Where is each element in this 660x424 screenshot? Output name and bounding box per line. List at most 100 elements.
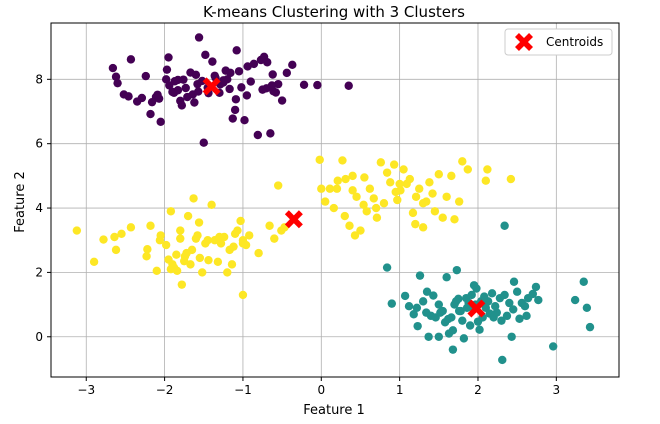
data-point xyxy=(190,98,199,107)
data-point xyxy=(277,96,287,105)
data-point xyxy=(512,287,522,296)
data-point xyxy=(237,83,246,92)
y-tick-label: 2 xyxy=(35,265,43,279)
data-point xyxy=(187,245,197,255)
data-point xyxy=(181,83,190,93)
data-point xyxy=(194,218,204,227)
data-point xyxy=(585,322,595,332)
data-point xyxy=(411,192,421,201)
axis-ticks: −3 −2 −1 0 1 2 3 0 2 4 6 8 xyxy=(35,72,560,397)
data-point xyxy=(389,160,399,169)
data-point xyxy=(462,303,472,313)
data-point xyxy=(166,207,176,216)
data-point xyxy=(362,207,371,216)
x-tick-label: 3 xyxy=(553,383,561,397)
data-point xyxy=(376,158,386,167)
data-point xyxy=(348,171,357,181)
data-point xyxy=(183,92,192,102)
x-tick-label: 1 xyxy=(396,383,404,397)
data-point xyxy=(522,311,531,321)
data-point xyxy=(442,273,451,282)
y-tick-label: 6 xyxy=(35,137,43,151)
data-point xyxy=(505,298,514,308)
data-point xyxy=(483,165,492,174)
x-tick-label: −3 xyxy=(77,383,95,397)
data-point xyxy=(238,290,248,300)
data-point xyxy=(153,90,162,99)
data-point xyxy=(195,253,205,263)
data-point xyxy=(226,68,235,78)
legend-label-centroids: Centroids xyxy=(546,35,603,49)
data-point xyxy=(415,271,425,280)
data-point xyxy=(442,192,451,201)
data-point xyxy=(186,260,195,269)
data-point xyxy=(126,55,136,64)
legend-marker-shape xyxy=(515,33,533,51)
data-point xyxy=(454,306,464,316)
data-point xyxy=(245,231,254,240)
y-axis-label: Feature 2 xyxy=(13,171,28,233)
data-point xyxy=(395,179,404,189)
data-point xyxy=(225,84,234,94)
data-point xyxy=(509,305,518,314)
data-point xyxy=(472,284,481,293)
data-point xyxy=(111,72,121,81)
data-point xyxy=(189,194,198,203)
data-point xyxy=(498,355,507,365)
data-point xyxy=(379,199,389,208)
data-point xyxy=(434,300,444,309)
data-point xyxy=(325,184,335,193)
centroid-marker xyxy=(467,299,486,318)
data-point xyxy=(338,156,347,165)
data-point xyxy=(345,221,354,230)
data-point xyxy=(147,97,157,107)
data-point xyxy=(458,157,467,166)
data-point xyxy=(213,257,223,266)
data-point xyxy=(321,197,330,206)
data-point xyxy=(156,117,165,126)
data-point xyxy=(454,197,464,206)
data-point xyxy=(438,306,447,316)
data-point xyxy=(405,174,415,184)
data-point xyxy=(404,302,414,311)
y-tick-label: 0 xyxy=(35,330,43,344)
data-point xyxy=(204,255,213,265)
data-point xyxy=(113,78,122,88)
data-point xyxy=(124,92,133,101)
data-point xyxy=(266,129,275,138)
data-point xyxy=(176,234,185,243)
data-point xyxy=(497,316,506,325)
data-point xyxy=(428,189,437,198)
data-point xyxy=(223,268,232,277)
data-point xyxy=(344,81,353,90)
data-point xyxy=(356,226,365,235)
data-point xyxy=(329,203,339,213)
data-point xyxy=(201,50,210,60)
data-point xyxy=(372,213,382,222)
data-point xyxy=(176,226,185,235)
data-point xyxy=(393,195,402,205)
data-point xyxy=(502,311,512,321)
data-point xyxy=(487,289,497,298)
data-point xyxy=(365,184,375,193)
data-point xyxy=(282,68,292,78)
data-point xyxy=(72,226,82,235)
data-point xyxy=(570,295,580,305)
data-point xyxy=(232,46,241,55)
data-point xyxy=(458,316,467,325)
data-point xyxy=(194,87,203,96)
data-point xyxy=(429,291,438,300)
centroid-markers xyxy=(202,77,486,318)
data-point xyxy=(413,321,422,331)
data-point xyxy=(360,173,369,182)
data-point xyxy=(534,295,543,305)
data-point xyxy=(230,105,240,115)
centroid-marker xyxy=(202,77,221,96)
data-point xyxy=(108,63,118,73)
data-point xyxy=(509,277,519,286)
data-point xyxy=(475,325,484,334)
data-point xyxy=(425,178,434,187)
data-point xyxy=(179,256,189,266)
data-point xyxy=(233,226,242,235)
data-point xyxy=(333,176,342,185)
